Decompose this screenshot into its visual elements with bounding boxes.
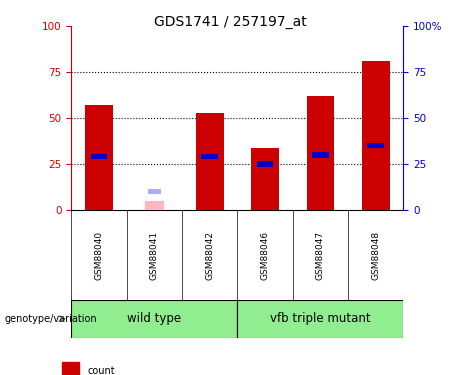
Bar (312, 152, 329, 157)
Text: GSM88046: GSM88046 (260, 230, 270, 280)
Text: genotype/variation: genotype/variation (5, 314, 97, 324)
Text: GSM88042: GSM88042 (205, 231, 214, 279)
Bar (362, 61, 390, 210)
Bar (145, 201, 164, 210)
Bar (367, 143, 384, 148)
Text: GSM88040: GSM88040 (95, 230, 104, 280)
Bar (91, 154, 107, 159)
Bar (251, 147, 279, 210)
Text: vfb triple mutant: vfb triple mutant (270, 312, 371, 325)
Text: GDS1741 / 257197_at: GDS1741 / 257197_at (154, 15, 307, 29)
Bar (201, 154, 218, 159)
Text: GSM88047: GSM88047 (316, 230, 325, 280)
Bar (257, 161, 273, 167)
Text: GSM88048: GSM88048 (371, 230, 380, 280)
Text: count: count (88, 366, 115, 375)
Bar (148, 189, 161, 194)
Bar (307, 96, 334, 210)
Text: GSM88041: GSM88041 (150, 230, 159, 280)
FancyBboxPatch shape (237, 300, 403, 338)
Bar (85, 105, 113, 210)
Bar (196, 112, 224, 210)
Bar (62, 362, 79, 375)
FancyBboxPatch shape (71, 300, 237, 338)
Text: wild type: wild type (127, 312, 182, 325)
